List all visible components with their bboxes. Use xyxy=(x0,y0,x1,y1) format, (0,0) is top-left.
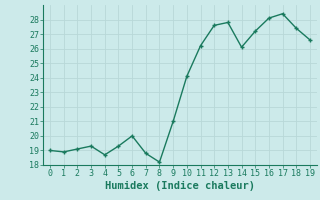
X-axis label: Humidex (Indice chaleur): Humidex (Indice chaleur) xyxy=(105,181,255,191)
